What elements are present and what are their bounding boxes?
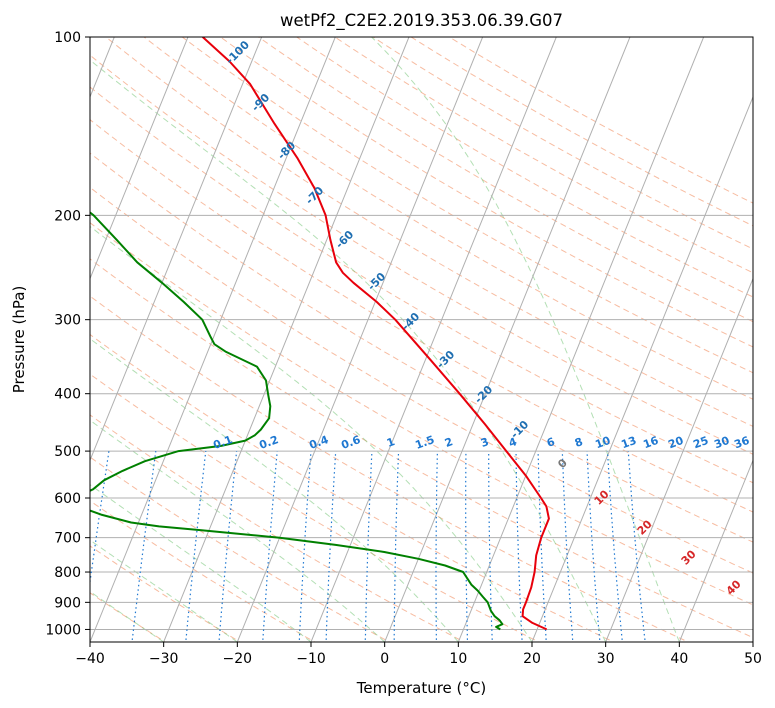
moist-adiabat	[370, 37, 680, 642]
y-tick-label: 600	[54, 491, 81, 507]
mixing-ratio-label: 16	[641, 434, 660, 452]
chart-title: wetPf2_C2E2.2019.353.06.39.G07	[280, 11, 563, 31]
mixing-ratio-line	[218, 451, 238, 642]
x-tick-label: −10	[296, 651, 326, 667]
x-tick-label: 30	[597, 651, 615, 667]
mixing-ratio-label: 25	[691, 434, 710, 451]
mixing-ratio-label: 6	[545, 435, 557, 450]
dry-adiabat	[105, 37, 753, 427]
mixing-ratio-line	[586, 451, 601, 642]
y-tick-label: 200	[54, 208, 81, 224]
mixing-ratio-line	[515, 451, 523, 642]
isotherm-line	[310, 37, 557, 642]
dry-adiabat	[90, 152, 753, 543]
x-axis-title: Temperature (°C)	[356, 679, 486, 697]
isotherm-line	[678, 458, 753, 642]
mixing-ratio-label: 20	[666, 434, 685, 452]
mixing-ratio-label: 0.4	[307, 433, 330, 452]
mixing-ratio-line	[465, 451, 469, 642]
dry-adiabat	[90, 186, 753, 574]
temperature-line	[202, 37, 550, 631]
plot-frame	[89, 36, 754, 643]
isotherm-line	[90, 37, 263, 462]
moist-adiabat	[90, 419, 386, 642]
mixing-ratio-label: 0.2	[257, 433, 280, 452]
mixing-ratio-label: 30	[712, 434, 731, 452]
mixing-ratio-label: 4	[507, 435, 519, 450]
dewpoint-line	[90, 211, 504, 631]
dry-adiabat	[90, 54, 753, 455]
dry-adiabat	[90, 414, 466, 642]
mixing-ratio-label: 0.6	[339, 433, 362, 452]
plot-background	[90, 37, 753, 642]
mixing-ratio-line	[488, 451, 493, 642]
y-axis-title: Pressure (hPa)	[10, 286, 28, 394]
isotherm-line	[90, 37, 189, 280]
mixing-ratio-line	[262, 451, 278, 642]
line-labels: -100-90-80-70-60-50-40-30-20-10010203040…	[211, 38, 751, 598]
dry-adiabat	[219, 37, 753, 348]
mixing-ratio-line	[364, 451, 373, 642]
isotherm-line	[384, 37, 631, 642]
isotherm-line	[457, 37, 705, 642]
x-tick-label: −20	[223, 651, 253, 667]
mixing-ratio-line	[325, 451, 337, 642]
dry-adiabat	[90, 456, 391, 642]
y-tick-label: 900	[54, 595, 81, 611]
mixing-ratio-line	[185, 451, 207, 642]
mixing-ratio-line	[131, 451, 157, 642]
y-tick-label: 1000	[45, 622, 81, 638]
x-axis: −40 −30 −20 −10 0 10 20 30 40 50	[75, 642, 762, 667]
y-axis: 1000 900 800 700 600 500 400 300 200 100	[45, 30, 90, 638]
y-tick-label: 500	[54, 444, 81, 460]
dry-adiabat	[295, 37, 753, 298]
moist-adiabat	[90, 225, 533, 642]
mixing-ratio-line	[561, 451, 574, 642]
x-tick-label: 50	[744, 651, 762, 667]
y-tick-label: 700	[54, 531, 81, 547]
isotherm-line	[163, 37, 410, 642]
moist-adiabat	[90, 590, 164, 642]
mixing-ratio-label: 13	[619, 434, 638, 451]
mixing-ratio-label: 1.5	[413, 433, 436, 452]
mixing-ratio-line	[435, 451, 438, 642]
mixing-ratio-label: 36	[732, 434, 751, 452]
mixing-ratio-line	[606, 451, 624, 642]
x-tick-label: 20	[523, 651, 541, 667]
y-tick-label: 800	[54, 565, 81, 581]
isotherm-line	[531, 95, 753, 642]
isotherm-line	[605, 277, 753, 642]
mixing-ratio-label: 1	[385, 435, 397, 450]
mixing-ratio-label: 0.1	[211, 433, 234, 452]
mixing-ratio-label: 10	[593, 434, 612, 452]
x-tick-label: 40	[670, 651, 688, 667]
x-tick-label: 10	[449, 651, 467, 667]
x-tick-label: −40	[75, 651, 105, 667]
mixing-ratio-line	[298, 451, 312, 642]
y-tick-label: 300	[54, 313, 81, 329]
sounding-lines	[90, 37, 550, 631]
mixing-ratio-label: 2	[443, 435, 455, 450]
dry-adiabat	[90, 295, 690, 642]
mixing-ratio-label: 8	[573, 435, 585, 450]
mixing-ratio-line	[393, 451, 400, 642]
x-tick-label: 0	[380, 651, 389, 667]
y-tick-label: 100	[54, 30, 81, 46]
isotherm-line	[236, 37, 484, 642]
moist-adiabat	[90, 539, 238, 642]
x-tick-label: −30	[149, 651, 179, 667]
dry-adiabat	[181, 37, 753, 374]
mixing-ratio-line	[627, 451, 646, 642]
mixing-ratio-label: 3	[479, 435, 491, 450]
y-tick-label: 400	[54, 387, 81, 403]
